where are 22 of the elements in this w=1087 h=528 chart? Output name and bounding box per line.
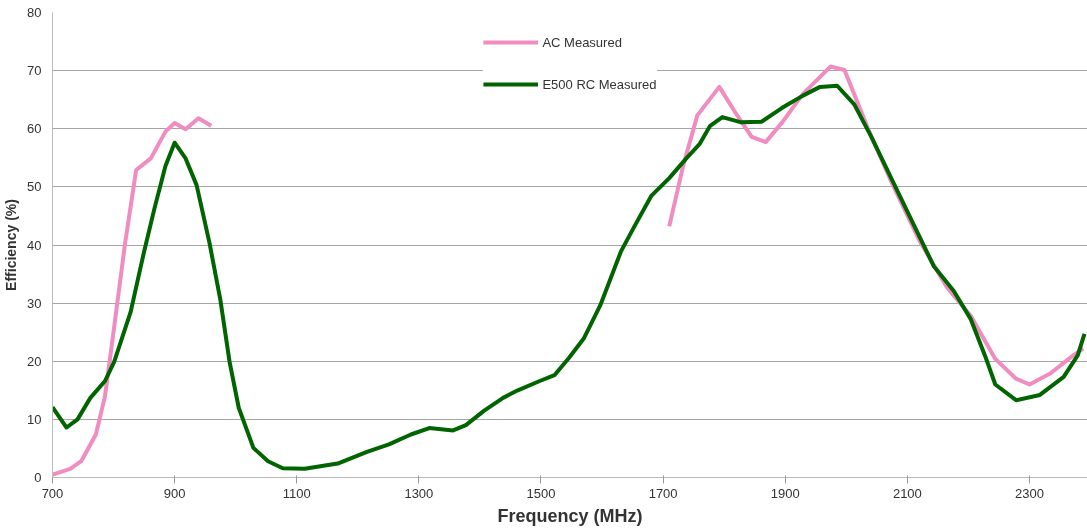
y-tick-label: 60 [27,121,42,137]
y-tick-label: 10 [27,411,42,427]
y-tick-label: 30 [27,295,42,311]
y-tick-label: 20 [27,353,42,369]
x-tick-label: 900 [163,485,186,501]
legend-label: AC Measured [542,34,622,50]
y-tick-label: 80 [27,5,42,20]
x-tick-label: 700 [41,485,64,501]
x-axis-title: Frequency (MHz) [497,505,643,526]
legend-label: E500 RC Measured [542,76,657,92]
x-tick-label: 1700 [648,485,678,501]
x-tick-label: 1100 [282,485,311,501]
y-axis-title: Efficiency (%) [3,199,20,291]
y-tick-label: 40 [27,237,42,253]
x-tick-label: 2100 [892,485,922,501]
x-tick-label: 1500 [526,485,556,501]
x-tick-label: 2300 [1015,485,1044,501]
x-tick-label: 1900 [770,485,800,501]
y-tick-label: 0 [34,470,42,485]
y-tick-label: 50 [27,179,42,195]
y-tick-label: 70 [27,63,42,79]
x-tick-label: 1300 [404,485,434,501]
